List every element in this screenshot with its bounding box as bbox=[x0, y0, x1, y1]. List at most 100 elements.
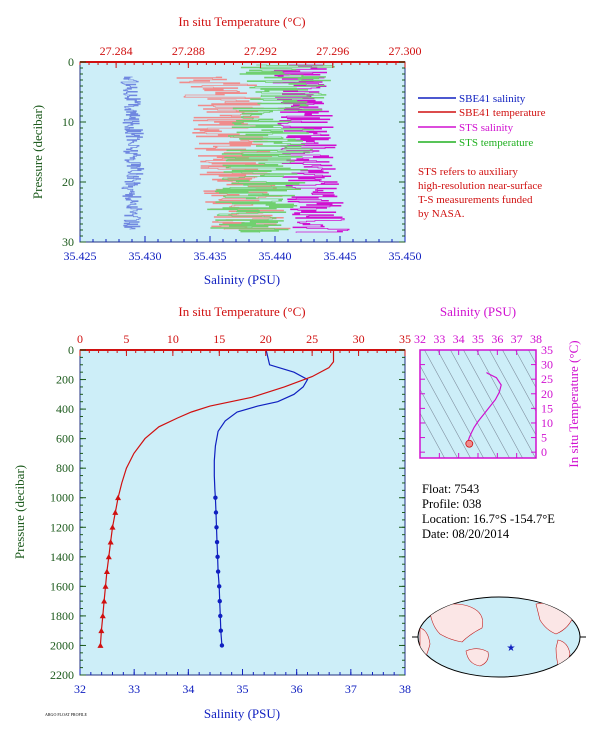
main-pressure-tick-label-2: 400 bbox=[56, 402, 74, 416]
top-temperature-tick-label-0: 27.284 bbox=[100, 44, 133, 58]
map-land-asia bbox=[429, 603, 483, 643]
ts-density-contour-9 bbox=[502, 350, 536, 413]
main-pressure-tick-label-10: 2000 bbox=[50, 638, 74, 652]
top-temperature-tick-label-1: 27.288 bbox=[172, 44, 205, 58]
sts-note-line-3: T-S measurements funded bbox=[418, 194, 533, 206]
legend-label-sts-temperature: STS temperature bbox=[459, 137, 533, 149]
ts-density-contour-6 bbox=[463, 350, 523, 458]
main-temperature-point-19 bbox=[103, 568, 110, 574]
main-series-line-salinity bbox=[213, 350, 309, 646]
ts-temperature-tick-label-1: 5 bbox=[541, 431, 547, 445]
main-temperature-tick-label-4: 20 bbox=[260, 332, 272, 346]
top-plot-left-axis-title: Pressure (decibar) bbox=[30, 105, 45, 199]
ts-salinity-tick-label-6: 38 bbox=[530, 332, 542, 346]
ts-diagram-top-axis-title: Salinity (PSU) bbox=[440, 304, 516, 319]
main-pressure-tick-label-11: 2200 bbox=[50, 668, 74, 682]
ts-density-contour-8 bbox=[489, 350, 536, 436]
main-pressure-tick-label-1: 200 bbox=[56, 373, 74, 387]
main-salinity-point-21 bbox=[217, 584, 222, 589]
top-salinity-tick-label-0: 35.425 bbox=[64, 249, 97, 263]
main-temperature-point-20 bbox=[102, 583, 109, 589]
main-temperature-point-23 bbox=[98, 627, 105, 634]
sts-note-line-4: by NASA. bbox=[418, 208, 465, 220]
main-salinity-point-19 bbox=[215, 554, 220, 560]
main-temperature-point-24 bbox=[97, 642, 104, 648]
main-plot-background bbox=[80, 350, 405, 675]
main-pressure-tick-label-9: 1800 bbox=[50, 609, 74, 623]
ts-density-contour-11 bbox=[528, 350, 536, 365]
ts-salinity-tick-label-5: 37 bbox=[511, 332, 523, 346]
main-temperature-point-18 bbox=[105, 553, 112, 560]
ts-deep-water-cluster bbox=[465, 439, 474, 448]
top-salinity-tick-label-3: 35.440 bbox=[259, 249, 292, 263]
main-temperature-tick-label-3: 15 bbox=[213, 332, 225, 346]
main-salinity-tick-label-6: 38 bbox=[399, 682, 411, 696]
ts-density-contour-0 bbox=[420, 412, 445, 458]
top-salinity-tick-label-4: 35.445 bbox=[324, 249, 357, 263]
main-salinity-tick-label-1: 33 bbox=[128, 682, 140, 696]
ts-density-contour-1 bbox=[420, 388, 458, 458]
ts-temperature-tick-label-5: 25 bbox=[541, 372, 553, 386]
top-plot: 35.425 35.430 35.435 35.440 35.445 35.450 27.2… bbox=[30, 14, 422, 287]
main-salinity-point-15 bbox=[213, 495, 218, 500]
location-map: ★ bbox=[412, 596, 586, 678]
main-salinity-point-16 bbox=[213, 510, 219, 515]
ts-salinity-tick-label-3: 35 bbox=[472, 332, 484, 346]
top-pressure-tick-label-0: 0 bbox=[68, 55, 74, 69]
main-temperature-point-15 bbox=[112, 509, 119, 515]
ts-diagram-background bbox=[420, 350, 536, 458]
main-pressure-tick-label-6: 1200 bbox=[50, 520, 74, 534]
ts-salinity-tick-label-2: 34 bbox=[453, 332, 465, 346]
top-series-line-sbe41-salinity bbox=[120, 76, 145, 230]
ts-temperature-tick-label-4: 20 bbox=[541, 387, 553, 401]
sts-note-line-2: high-resolution near-surface bbox=[418, 180, 542, 192]
ts-salinity-tick-label-0: 32 bbox=[414, 332, 426, 346]
top-plot-legend: SBE41 salinity SBE41 temperature STS sal… bbox=[418, 93, 546, 149]
ts-salinity-tick-label-1: 33 bbox=[433, 332, 445, 346]
main-temperature-point-21 bbox=[101, 598, 108, 604]
main-temperature-point-14 bbox=[115, 494, 122, 501]
main-plot-left-axis-title: Pressure (decibar) bbox=[12, 465, 27, 559]
main-temperature-tick-label-1: 5 bbox=[123, 332, 129, 346]
top-salinity-tick-label-2: 35.435 bbox=[194, 249, 227, 263]
top-series-line-sts-temperature bbox=[207, 64, 335, 233]
map-land-australia bbox=[465, 648, 489, 667]
profile-number: Profile: 038 bbox=[422, 497, 481, 511]
legend-label-sts-salinity: STS salinity bbox=[459, 122, 514, 134]
top-pressure-tick-label-2: 20 bbox=[62, 175, 74, 189]
main-pressure-tick-label-8: 1600 bbox=[50, 579, 74, 593]
main-salinity-point-22 bbox=[217, 598, 222, 604]
main-salinity-tick-label-5: 37 bbox=[345, 682, 357, 696]
main-plot: 32 33 34 35 36 37 38 0 5 10 15 20 25 30 35 0 200 400 600 80… bbox=[12, 304, 411, 721]
main-temperature-tick-label-0: 0 bbox=[77, 332, 83, 346]
main-salinity-tick-label-2: 34 bbox=[182, 682, 194, 696]
float-info: Float: 7543 Profile: 038 Location: 16.7°… bbox=[422, 482, 555, 541]
ts-temperature-tick-label-0: 0 bbox=[541, 445, 547, 459]
ts-diagram-right-axis-title: In situ Temperature (°C) bbox=[566, 340, 581, 467]
ts-density-contour-2 bbox=[420, 365, 471, 458]
main-salinity-point-23 bbox=[218, 613, 223, 619]
ts-temperature-tick-label-2: 10 bbox=[541, 416, 553, 430]
main-plot-bottom-axis-title: Salinity (PSU) bbox=[204, 706, 280, 721]
main-temperature-tick-label-5: 25 bbox=[306, 332, 318, 346]
main-pressure-tick-label-3: 600 bbox=[56, 432, 74, 446]
ts-density-contour-5 bbox=[450, 350, 510, 458]
main-pressure-tick-label-7: 1400 bbox=[50, 550, 74, 564]
main-salinity-tick-label-3: 35 bbox=[237, 682, 249, 696]
legend-label-sbe41-salinity: SBE41 salinity bbox=[459, 93, 526, 105]
main-temperature-point-16 bbox=[109, 524, 116, 530]
main-pressure-tick-label-0: 0 bbox=[68, 343, 74, 357]
main-temperature-point-17 bbox=[107, 539, 114, 545]
footer-credit: ARGO FLOAT PROFILE bbox=[45, 712, 87, 717]
ts-density-contour-3 bbox=[424, 350, 484, 458]
top-temperature-tick-label-3: 27.296 bbox=[316, 44, 349, 58]
sts-note-line-1: STS refers to auxiliary bbox=[418, 166, 518, 178]
top-pressure-tick-label-1: 10 bbox=[62, 115, 74, 129]
ts-profile-line bbox=[467, 372, 502, 446]
main-salinity-tick-label-0: 32 bbox=[74, 682, 86, 696]
ts-temperature-tick-label-7: 35 bbox=[541, 343, 553, 357]
top-pressure-tick-label-3: 30 bbox=[62, 235, 74, 249]
top-plot-top-axis-title: In situ Temperature (°C) bbox=[178, 14, 305, 29]
